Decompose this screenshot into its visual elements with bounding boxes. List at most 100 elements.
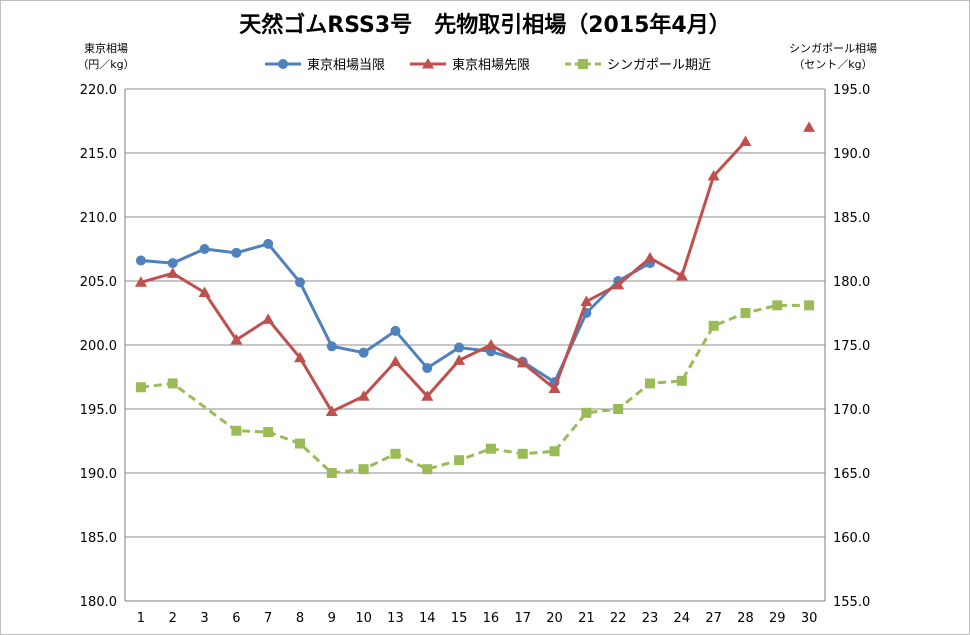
x-tick-label: 21 [578, 611, 595, 626]
y-tick-label-left: 210.0 [80, 211, 117, 226]
x-tick-label: 24 [674, 611, 691, 626]
y-tick-label-left: 215.0 [80, 147, 117, 162]
y-tick-label-left: 200.0 [80, 339, 117, 354]
x-tick-label: 23 [642, 611, 659, 626]
data-point [517, 448, 528, 459]
y-tick-label-right: 175.0 [833, 339, 870, 354]
data-point [294, 351, 306, 363]
series-3 [135, 300, 815, 478]
gridlines [125, 88, 825, 538]
data-point [231, 247, 242, 258]
series-layer [134, 121, 816, 478]
y-tick-label-right: 165.0 [833, 467, 870, 482]
data-point [357, 390, 370, 401]
series-2 [134, 121, 816, 417]
data-point [612, 278, 625, 290]
left-axis-label-line1: 東京相場 [84, 41, 128, 55]
data-point [516, 356, 529, 368]
legend-marker [578, 59, 588, 69]
legend-item-1: 東京相場当限 [265, 57, 385, 73]
data-point [804, 300, 815, 311]
data-point [675, 269, 688, 281]
x-tick-label: 7 [264, 611, 272, 626]
data-point [676, 375, 687, 386]
data-point [230, 333, 243, 345]
data-point [326, 468, 337, 478]
data-point [645, 378, 655, 389]
x-tick-label: 29 [769, 611, 786, 626]
data-point [135, 255, 146, 266]
x-tick-label: 6 [232, 611, 240, 626]
x-tick-label: 10 [355, 611, 372, 626]
data-point [422, 363, 433, 374]
data-point [708, 320, 719, 331]
data-point [453, 354, 466, 365]
legend: 東京相場当限 東京相場先限 シンガポール期近 [265, 57, 711, 73]
legend-marker [278, 59, 288, 69]
data-point [644, 251, 656, 263]
data-point [549, 446, 560, 457]
x-tick-label: 15 [451, 611, 468, 626]
data-point [390, 325, 401, 336]
data-point [198, 286, 211, 298]
data-point [199, 244, 210, 254]
legend-label: シンガポール期近 [607, 58, 711, 73]
data-point [484, 339, 497, 350]
x-tick-label: 30 [801, 611, 818, 626]
y-tick-label-right: 185.0 [833, 211, 870, 226]
x-tick-label: 8 [296, 611, 304, 626]
series-line [140, 140, 747, 414]
y-tick-label-left: 190.0 [80, 467, 117, 482]
data-point [421, 390, 434, 401]
data-point [231, 425, 242, 436]
x-tick-label: 13 [387, 611, 404, 626]
data-point [581, 407, 592, 418]
data-point [613, 404, 624, 414]
axes [124, 89, 826, 602]
left-axis-label-line2: （円／kg） [77, 58, 134, 71]
right-axis-label-line2: （セント／kg） [793, 58, 872, 71]
data-point [326, 341, 337, 352]
data-point [167, 378, 178, 389]
data-point [263, 238, 274, 249]
x-tick-label: 22 [610, 611, 627, 626]
data-point [580, 295, 593, 306]
data-point [422, 464, 433, 475]
data-point [263, 427, 274, 438]
data-point [358, 464, 369, 475]
y-tick-label-left: 195.0 [80, 403, 117, 418]
y-tick-label-left: 220.0 [80, 83, 117, 98]
x-tick-label: 9 [328, 611, 336, 626]
y-tick-label-left: 205.0 [80, 275, 117, 290]
y-tick-label-right: 195.0 [833, 83, 870, 98]
tick-labels: 180.0 155.0 185.0 160.0 190.0 165.0 195.0 170.0… [80, 83, 870, 626]
legend-label: 東京相場当限 [307, 57, 385, 73]
data-point [390, 448, 401, 459]
y-tick-label-left: 180.0 [80, 595, 117, 610]
x-tick-label: 2 [169, 611, 177, 626]
data-point [166, 267, 179, 278]
data-point [740, 308, 751, 318]
x-tick-label: 28 [737, 611, 754, 626]
data-point [739, 135, 752, 146]
y-tick-label-right: 190.0 [833, 147, 870, 162]
data-point [707, 170, 720, 181]
legend-item-3: シンガポール期近 [565, 58, 711, 73]
y-tick-label-right: 155.0 [833, 595, 870, 610]
data-point [135, 382, 146, 393]
right-axis-label-line1: シンガポール相場 [789, 42, 877, 55]
x-tick-label: 27 [705, 611, 722, 626]
y-tick-label-right: 160.0 [833, 531, 870, 546]
x-tick-label: 1 [137, 611, 145, 626]
data-point [772, 300, 783, 311]
data-point [295, 438, 305, 449]
data-point [167, 258, 178, 269]
y-tick-label-right: 180.0 [833, 275, 870, 290]
data-point [485, 443, 496, 454]
data-point [325, 405, 338, 417]
legend-item-2: 東京相場先限 [410, 57, 530, 73]
data-point [548, 382, 561, 394]
legend-label: 東京相場先限 [452, 57, 530, 73]
x-tick-label: 17 [514, 611, 531, 626]
